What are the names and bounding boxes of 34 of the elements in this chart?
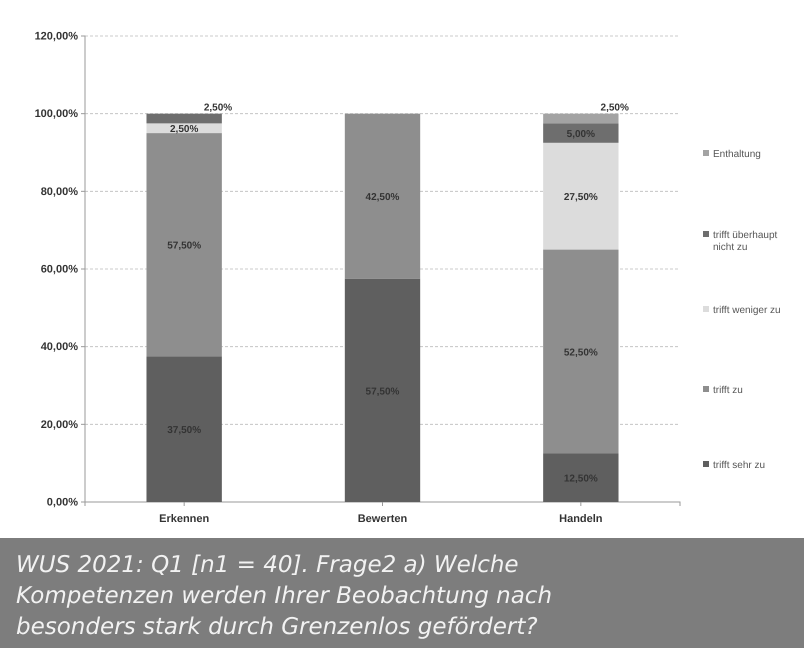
data-label: 5,00% — [566, 129, 596, 140]
y-tick-label: 80,00% — [40, 186, 78, 198]
legend-label: trifft zu — [713, 385, 743, 396]
bar — [543, 142, 619, 250]
bar — [146, 356, 222, 502]
x-tick-label: Erkennen — [159, 513, 210, 526]
bar — [146, 114, 222, 124]
data-label: 57,50% — [167, 240, 202, 252]
data-label: 2,50% — [600, 102, 629, 114]
y-tick-label: 20,00% — [40, 418, 78, 431]
bar — [344, 114, 420, 279]
bar — [344, 278, 420, 502]
y-tick-label: 120,00% — [34, 30, 78, 43]
data-label: 42,50% — [366, 192, 400, 204]
data-label: 2,50% — [170, 124, 198, 136]
y-tick-label: 100,00% — [34, 108, 78, 120]
legend-label: Enthaltung — [713, 149, 761, 160]
bar — [543, 250, 619, 454]
bar — [543, 123, 619, 143]
data-label: 2,50% — [204, 102, 232, 114]
bar — [543, 453, 619, 502]
x-tick-label: Bewerten — [358, 513, 408, 526]
bar — [543, 114, 619, 124]
data-label: 27,50% — [564, 192, 598, 204]
y-tick-label: 40,00% — [40, 341, 78, 354]
y-tick-label: 60,00% — [40, 264, 78, 276]
legend-label: trifft sehr zu — [713, 460, 766, 471]
legend-label: trifft überhaupt nicht zu — [713, 230, 778, 253]
text: WUS 2021: Q1 [n1 = 40]. Frage2 a) Welche Kompetenzen werden Ihrer Beobachtung nach besonders stark durch Grenzenlos gefördert? — [16, 551, 554, 642]
legend-label: trifft weniger zu — [713, 305, 781, 316]
data-label: 52,50% — [564, 348, 598, 359]
x-tick-label: Handeln — [559, 513, 603, 526]
y-tick-label: 0,00% — [46, 496, 78, 509]
bar — [146, 133, 222, 356]
